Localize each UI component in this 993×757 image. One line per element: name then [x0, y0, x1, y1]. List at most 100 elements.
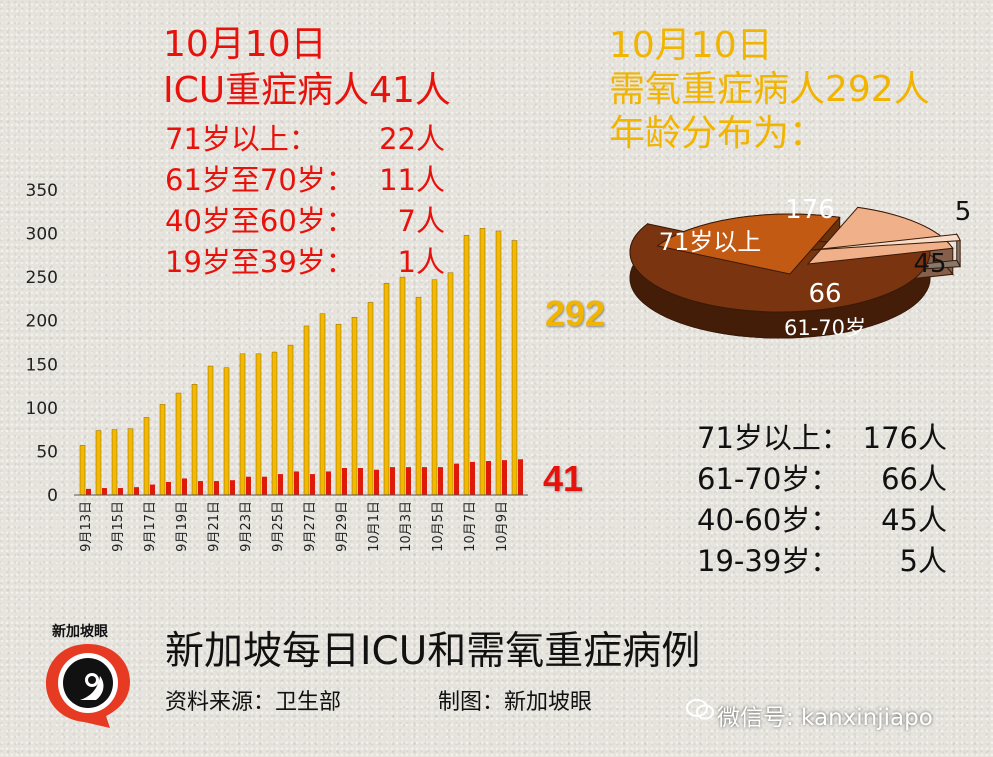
icu-age-row: 61岁至70岁： 11人: [165, 157, 445, 198]
icu-age-label: 71岁以上：: [165, 122, 318, 156]
logo-text: 新加坡眼: [52, 624, 108, 640]
oxygen-bar: [335, 323, 342, 496]
pie-slice: [656, 213, 841, 275]
y-tick-label: 350: [26, 181, 58, 201]
icu-age-value: 22人: [379, 122, 445, 156]
oxygen-bar: [79, 445, 86, 496]
wechat-id: 微信号: kanxinjiapo: [717, 705, 933, 731]
x-tick-label: 9月25日: [271, 501, 286, 552]
oxygen-subtitle: 年龄分布为：: [609, 113, 826, 154]
icu-age-value: 11人: [379, 163, 445, 197]
oxygen-bar: [127, 428, 134, 496]
icu-bar: [150, 484, 155, 495]
oxygen-bar: [143, 417, 150, 496]
icu-bar: [406, 467, 411, 495]
oxygen-bar: [175, 392, 182, 496]
icu-bar: [214, 481, 219, 495]
x-tick-label: 9月17日: [143, 501, 158, 552]
x-tick-label: 10月7日: [463, 501, 478, 552]
x-axis: 9月13日 9月15日 9月17日 9月19日 9月21日 9月23日 9月25日 9月27日…: [74, 494, 528, 552]
dist-row: 71岁以上： 176人: [697, 415, 947, 456]
pie-category-label: 71岁以上: [659, 228, 762, 256]
icu-bar: [278, 474, 283, 495]
y-tick-label: 250: [26, 268, 58, 288]
icu-bar: [198, 481, 203, 495]
oxygen-bar: [511, 240, 518, 496]
oxygen-date: 10月10日: [609, 25, 773, 66]
icu-age-row: 19岁至39岁： 1人: [165, 239, 445, 280]
pie-value-label: 45: [913, 249, 946, 279]
oxygen-bar: [431, 279, 438, 496]
x-tick-label: 9月23日: [239, 501, 254, 552]
oxygen-bar: [367, 302, 374, 496]
dist-label: 61-70岁：: [697, 462, 840, 496]
oxygen-bar: [95, 430, 102, 496]
y-tick-label: 50: [36, 442, 58, 462]
dist-label: 40-60岁：: [697, 503, 840, 537]
x-tick-label: 9月19日: [175, 501, 190, 552]
x-tick-label: 9月13日: [79, 501, 94, 552]
logo-icon: [46, 644, 130, 728]
icu-age-value: 1人: [397, 245, 445, 279]
oxygen-bar: [111, 429, 118, 496]
x-tick-label: 10月1日: [367, 501, 382, 552]
x-tick-label: 9月29日: [335, 501, 350, 552]
dist-row: 40-60岁： 45人: [697, 497, 947, 538]
icu-age-label: 40岁至60岁：: [165, 204, 355, 238]
oxygen-bar: [463, 235, 470, 496]
icu-bar: [454, 463, 459, 495]
icu-bar: [326, 471, 331, 495]
oxygen-title-block: 10月10日 需氧重症病人292人 年龄分布为：: [609, 24, 930, 156]
oxygen-bar: [239, 353, 246, 496]
oxygen-bar: [399, 276, 406, 496]
pie-marks: 176 66 45 5 71岁以上 61-70岁: [629, 195, 972, 340]
dist-value: 66人: [881, 462, 947, 496]
oxygen-bar: [351, 316, 358, 496]
icu-age-value: 7人: [397, 204, 445, 238]
oxygen-bar: [447, 272, 454, 496]
y-tick-label: 200: [26, 312, 58, 332]
x-tick-label: 9月27日: [303, 501, 318, 552]
y-axis: 0 50 100 150 200 250 300 350: [26, 181, 58, 506]
oxygen-age-list: 71岁以上： 176人 61-70岁： 66人 40-60岁： 45人 19-39岁：…: [697, 415, 947, 579]
oxygen-bar: [159, 404, 166, 496]
oxygen-bar: [255, 353, 262, 496]
icu-bar: [230, 480, 235, 495]
icu-bar: [342, 467, 347, 495]
oxygen-bar: [223, 367, 230, 496]
age-pie-chart: 176 66 45 5 71岁以上 61-70岁: [629, 195, 972, 340]
dist-label: 19-39岁：: [697, 544, 840, 578]
icu-bar: [438, 467, 443, 495]
icu-bar: [182, 478, 187, 495]
icu-bar: [422, 467, 427, 495]
pie-value-label: 5: [955, 197, 972, 227]
icu-bar: [470, 461, 475, 495]
icu-age-label: 61岁至70岁：: [165, 163, 355, 197]
icu-bar: [86, 488, 91, 495]
icu-age-row: 71岁以上： 22人: [165, 116, 445, 157]
bar-marks: [79, 228, 523, 496]
icu-latest-callout: 41: [543, 458, 584, 499]
icu-bar: [294, 471, 299, 495]
oxygen-bar: [319, 313, 326, 496]
icu-age-list: 71岁以上： 22人 61岁至70岁： 11人 40岁至60岁： 7人 19岁至39岁…: [165, 116, 445, 280]
y-tick-label: 150: [26, 355, 58, 375]
icu-bar: [118, 488, 123, 495]
oxygen-bar: [207, 365, 214, 496]
pie-category-label: 61-70岁: [784, 316, 866, 340]
icu-bar: [262, 476, 267, 495]
x-tick-label: 9月15日: [111, 501, 126, 552]
oxygen-bar: [415, 296, 422, 496]
icu-age-row: 40岁至60岁： 7人: [165, 198, 445, 239]
oxygen-bar: [287, 344, 294, 496]
oxygen-bar: [383, 282, 390, 496]
pie-value-label: 66: [808, 279, 841, 309]
icu-bar: [358, 467, 363, 495]
icu-bar: [374, 469, 379, 495]
oxygen-bar: [479, 228, 486, 496]
icu-bar: [246, 476, 251, 495]
maker-credit: 制图：新加坡眼: [438, 690, 593, 715]
dist-value: 45人: [881, 503, 947, 537]
icu-bar: [390, 467, 395, 495]
